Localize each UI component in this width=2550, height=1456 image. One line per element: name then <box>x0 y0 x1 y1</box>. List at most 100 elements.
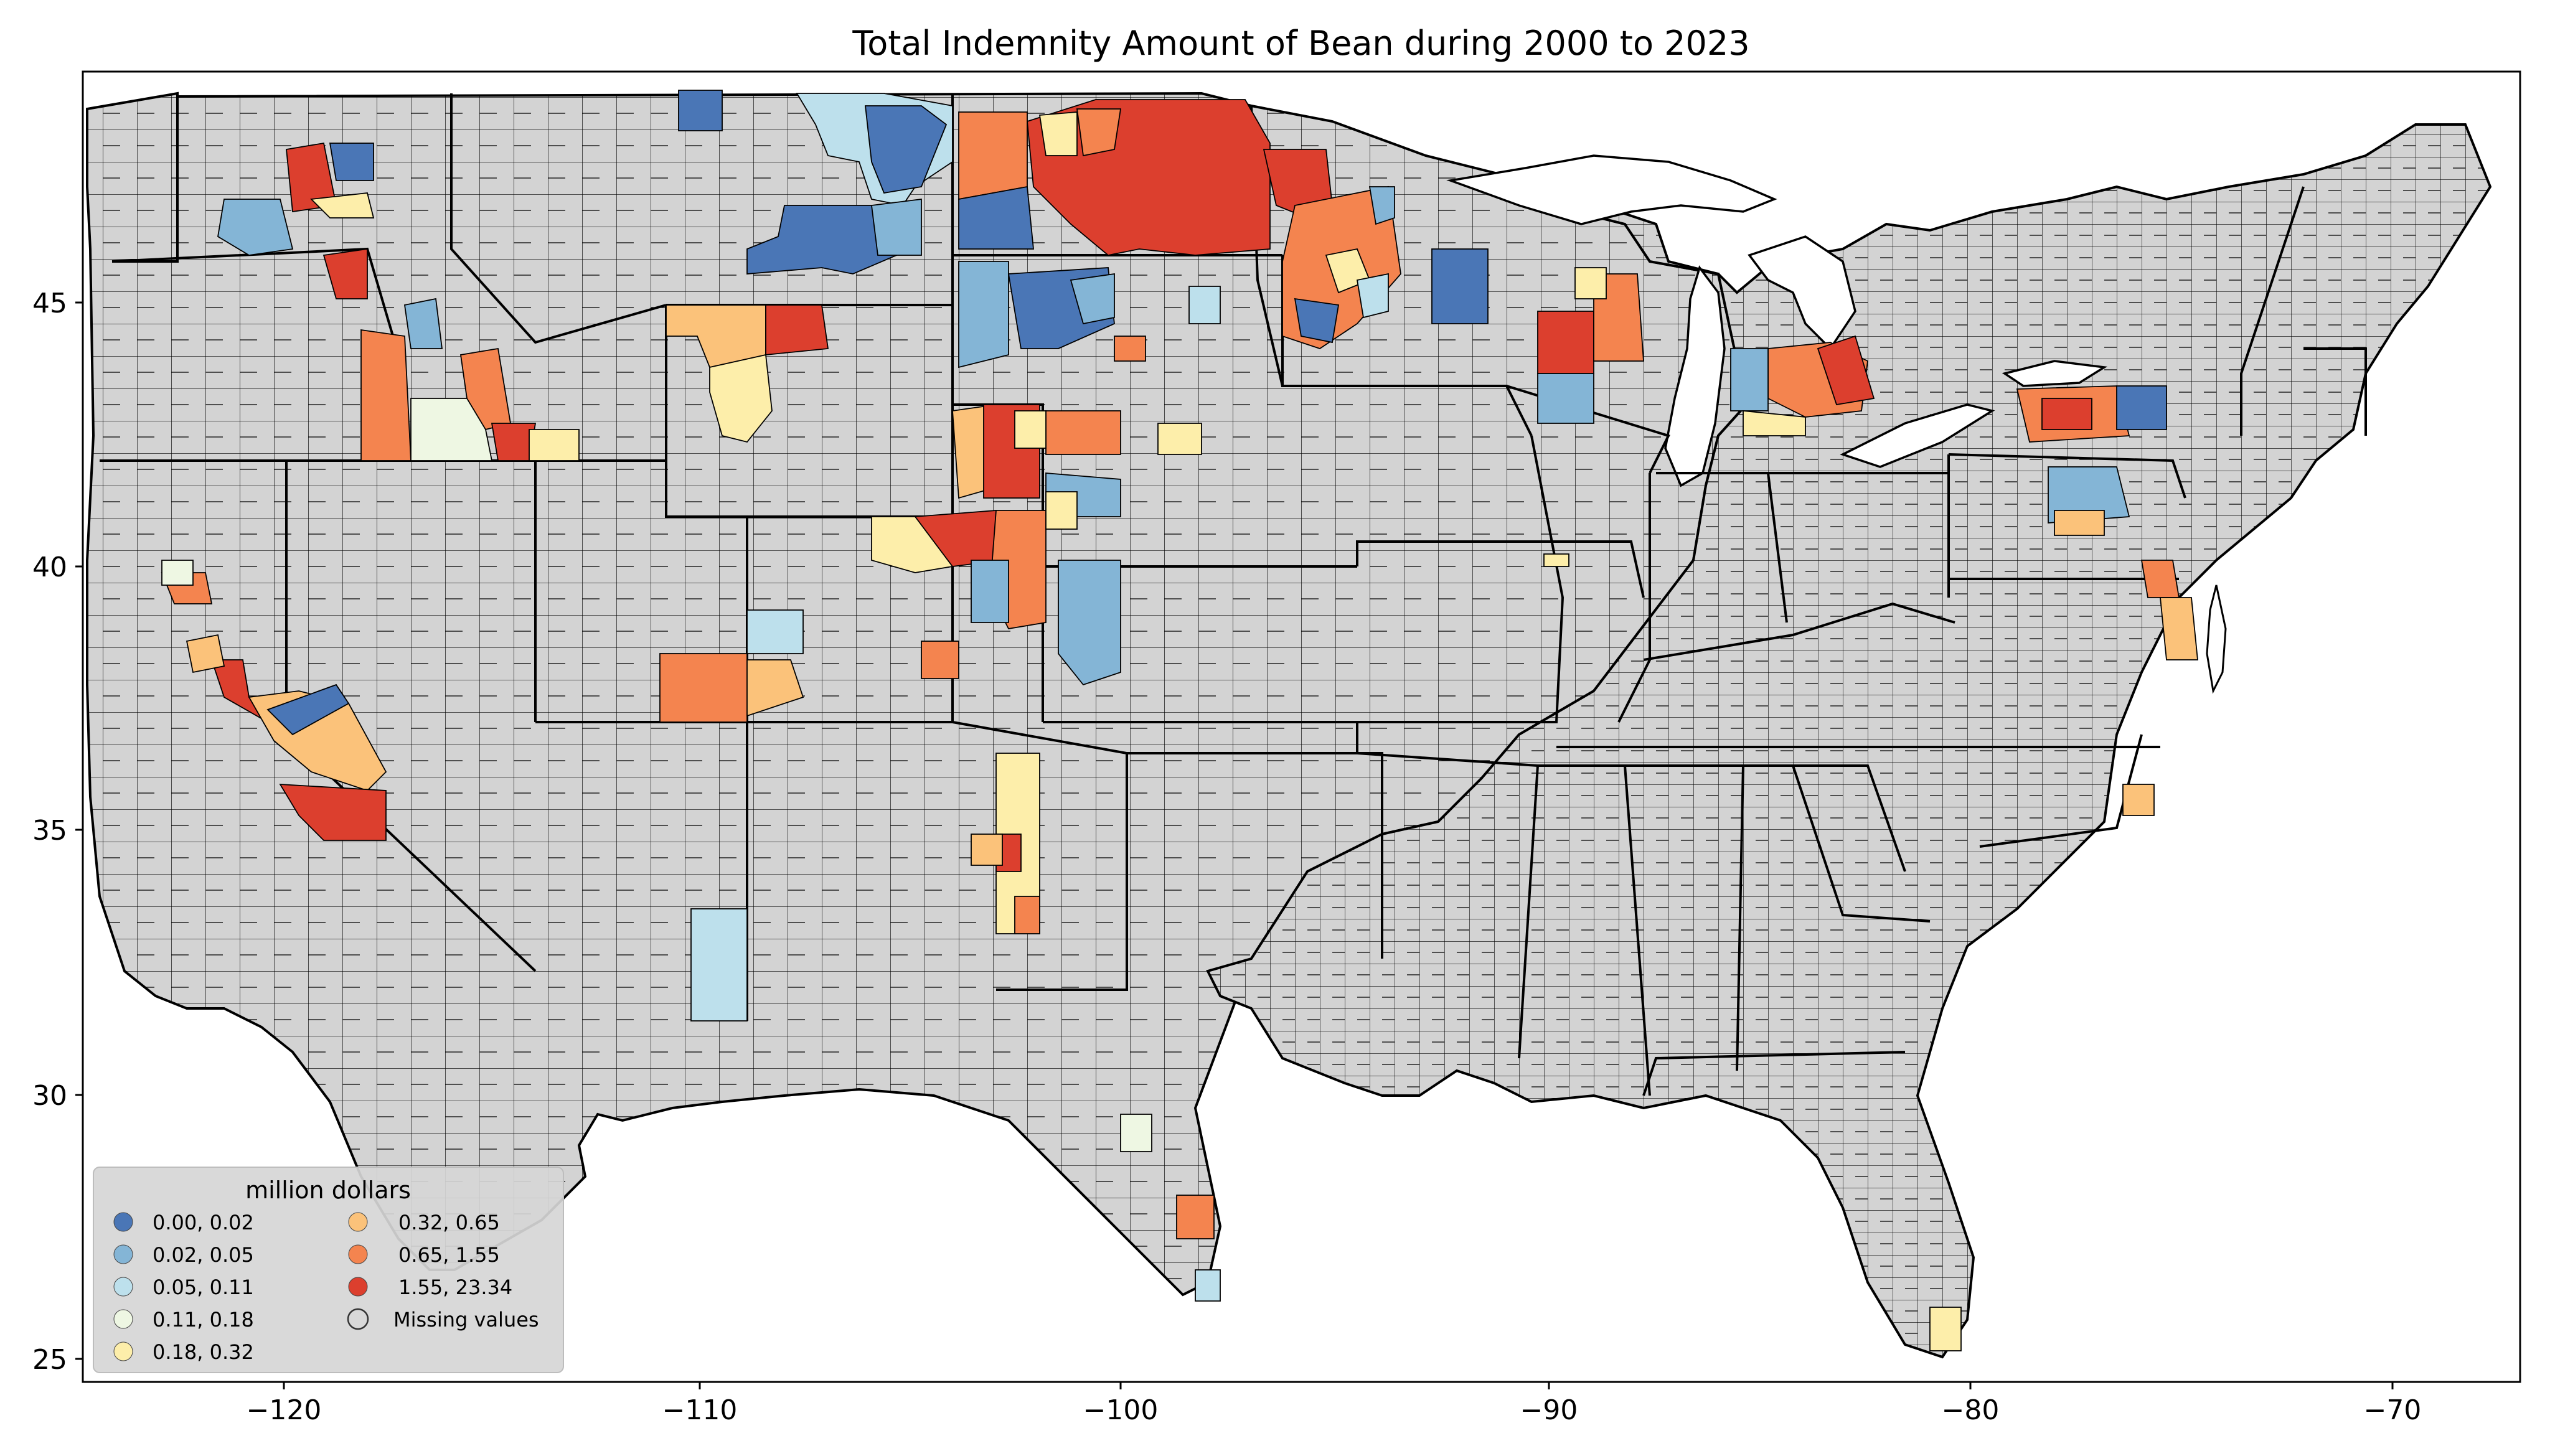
county-cluster-sd3 <box>1070 273 1115 325</box>
colored-counties <box>161 90 2198 1351</box>
y-tick-label: 25 <box>32 1344 67 1376</box>
us-east-mainland <box>1206 123 2492 1359</box>
y-tick: 25 <box>32 1344 83 1376</box>
county-cluster-ut <box>746 609 804 654</box>
county-cluster-ne4 <box>1014 410 1047 449</box>
county-cluster-wa3 <box>217 199 294 256</box>
county-cluster-wy2 <box>765 304 829 355</box>
county-cluster-nm <box>690 908 748 1022</box>
county-cluster-co5 <box>921 641 959 679</box>
county-cluster-il <box>1543 553 1569 567</box>
county-cluster-mn4 <box>1294 298 1340 344</box>
county-cluster-wi4 <box>1537 373 1594 424</box>
county-cluster-id6 <box>403 298 443 349</box>
legend-entry: 0.02, 0.05 <box>113 1243 254 1267</box>
legend: million dollars 0.00, 0.02 0.02, 0.05 0.… <box>93 1167 564 1373</box>
county-cluster-tx3 <box>971 834 1003 866</box>
county-cluster-pa2 <box>2054 510 2105 536</box>
county-cluster-nd-yellow <box>1038 111 1078 156</box>
county-cluster-wi5 <box>1574 267 1607 299</box>
legend-swatch <box>348 1277 368 1297</box>
legend-label: 0.05, 0.11 <box>153 1275 254 1299</box>
county-cluster-wa2 <box>329 143 374 181</box>
x-tick-label: −70 <box>2364 1394 2422 1426</box>
x-tick: −120 <box>247 1382 322 1426</box>
county-cluster-de <box>2160 597 2198 660</box>
legend-swatch <box>113 1244 133 1264</box>
legend-entry: 0.65, 1.55 <box>348 1243 500 1267</box>
legend-label: 0.32, 0.65 <box>398 1211 500 1234</box>
county-cluster-ca3 <box>266 683 350 736</box>
legend-entry: 0.05, 0.11 <box>113 1275 254 1299</box>
county-cluster-mt2 <box>864 105 948 194</box>
legend-swatch <box>113 1277 133 1297</box>
county-cluster-mi3 <box>1730 348 1769 411</box>
x-tick: −90 <box>1520 1382 1578 1426</box>
county-cluster-or <box>322 248 368 299</box>
legend-swatch <box>113 1212 133 1232</box>
county-cluster-wa4 <box>310 192 375 218</box>
legend-entry: 0.32, 0.65 <box>348 1211 500 1234</box>
county-cluster-fl <box>1929 1307 1962 1351</box>
county-cluster-ca7 <box>161 560 194 586</box>
county-cluster-wi <box>1431 248 1489 324</box>
county-cluster-tx4 <box>1014 896 1040 934</box>
county-cluster-co6 <box>1045 491 1078 530</box>
county-cluster-pa <box>2048 466 2130 524</box>
county-cluster-tx7 <box>1195 1269 1221 1302</box>
county-cluster-id2 <box>410 398 493 461</box>
county-cluster-co4 <box>971 560 1009 623</box>
x-tick: −70 <box>2364 1382 2422 1426</box>
county-cluster-sd5 <box>1114 336 1146 362</box>
y-axis: 45 40 35 30 25 <box>32 288 83 1376</box>
y-tick-label: 30 <box>32 1080 67 1112</box>
county-cluster-mt5 <box>870 198 922 256</box>
county-cluster-ndw <box>958 111 1028 200</box>
x-tick-label: −80 <box>1942 1394 2000 1426</box>
county-cluster-sd4 <box>1188 286 1221 324</box>
y-tick: 35 <box>32 815 83 847</box>
legend-label: 0.02, 0.05 <box>153 1243 254 1267</box>
legend-swatch <box>113 1341 133 1361</box>
legend-title: million dollars <box>245 1177 411 1204</box>
legend-entry: 0.00, 0.02 <box>113 1211 254 1234</box>
county-cluster-id5 <box>529 429 580 461</box>
y-tick: 40 <box>32 552 83 583</box>
y-tick-label: 45 <box>32 288 67 319</box>
county-cluster-nd-orange <box>1076 108 1122 157</box>
y-tick-label: 35 <box>32 815 67 847</box>
y-tick: 45 <box>32 288 83 319</box>
x-tick: −100 <box>1083 1382 1159 1426</box>
x-tick-label: −120 <box>247 1394 322 1426</box>
county-cluster-ca4 <box>279 784 387 841</box>
county-cluster-id <box>360 329 412 461</box>
lake-erie <box>1840 403 1995 468</box>
county-cluster-mi2 <box>1817 335 1875 406</box>
x-axis: −120 −110 −100 −90 −80 −70 <box>247 1382 2422 1426</box>
x-tick: −110 <box>662 1382 738 1426</box>
county-cluster-nc <box>2122 784 2155 816</box>
lake-ontario <box>2002 360 2108 387</box>
legend-swatch <box>348 1212 368 1232</box>
county-cluster-sd <box>958 261 1009 369</box>
x-tick-label: −100 <box>1083 1394 1159 1426</box>
county-cluster-ny2 <box>2041 398 2092 430</box>
county-cluster-wi2 <box>1537 311 1594 374</box>
county-cluster-wy3 <box>709 354 773 443</box>
legend-entry: Missing values <box>347 1308 539 1332</box>
legend-swatch <box>113 1309 133 1329</box>
county-cluster-md <box>2140 560 2180 598</box>
county-cluster-mn5 <box>1356 273 1389 319</box>
legend-swatch-missing <box>347 1308 369 1330</box>
x-tick-label: −110 <box>662 1394 738 1426</box>
y-tick: 30 <box>32 1080 83 1112</box>
legend-label: 1.55, 23.34 <box>398 1275 512 1299</box>
county-cluster-ny3 <box>2116 385 2167 430</box>
legend-label: 0.65, 1.55 <box>398 1243 500 1267</box>
county-cluster-ne6 <box>1157 423 1202 455</box>
legend-entry: 0.18, 0.32 <box>113 1340 254 1364</box>
legend-entry: 0.11, 0.18 <box>113 1308 254 1332</box>
county-cluster-ut2 <box>659 653 748 723</box>
county-cluster-ndw2 <box>958 186 1034 250</box>
